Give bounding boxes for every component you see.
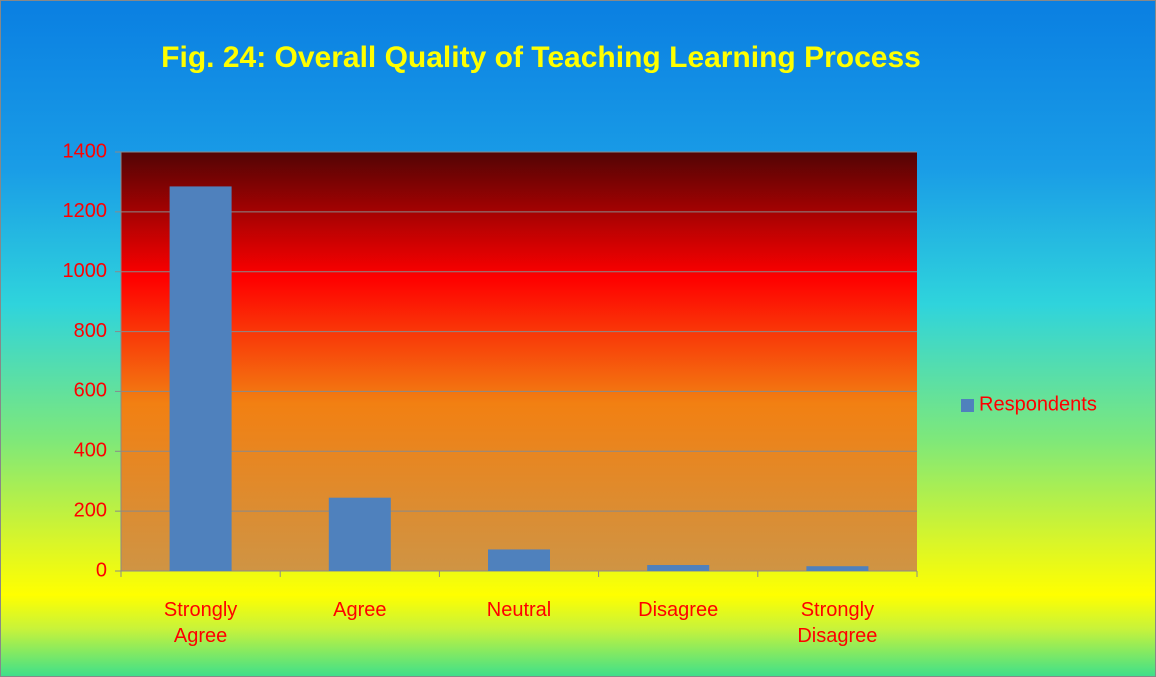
x-tick-label: Neutral	[486, 599, 552, 621]
y-tick-label: 200	[74, 499, 107, 521]
y-tick-label: 1000	[63, 260, 108, 282]
legend-swatch	[961, 399, 974, 412]
x-tick-label: Strongly Agree	[163, 599, 238, 647]
y-tick-label: 1400	[63, 140, 108, 162]
bar	[328, 497, 391, 571]
plot-area	[121, 152, 917, 571]
x-tick-label: Disagree	[638, 599, 719, 621]
y-tick-label: 0	[96, 559, 107, 581]
y-tick-label: 800	[74, 320, 107, 342]
bar	[169, 186, 232, 572]
y-tick-label: 400	[74, 440, 107, 462]
bar	[806, 566, 869, 571]
y-tick-label: 600	[74, 380, 107, 402]
legend-label: Respondents	[979, 393, 1097, 415]
x-tick-label: Agree	[333, 599, 387, 621]
bar	[647, 565, 710, 571]
y-tick-label: 1200	[63, 200, 108, 222]
chart-title: Fig. 24: Overall Quality of Teaching Lea…	[161, 41, 921, 74]
bar	[488, 549, 550, 571]
x-tick-label: Strongly Disagree	[797, 599, 878, 647]
